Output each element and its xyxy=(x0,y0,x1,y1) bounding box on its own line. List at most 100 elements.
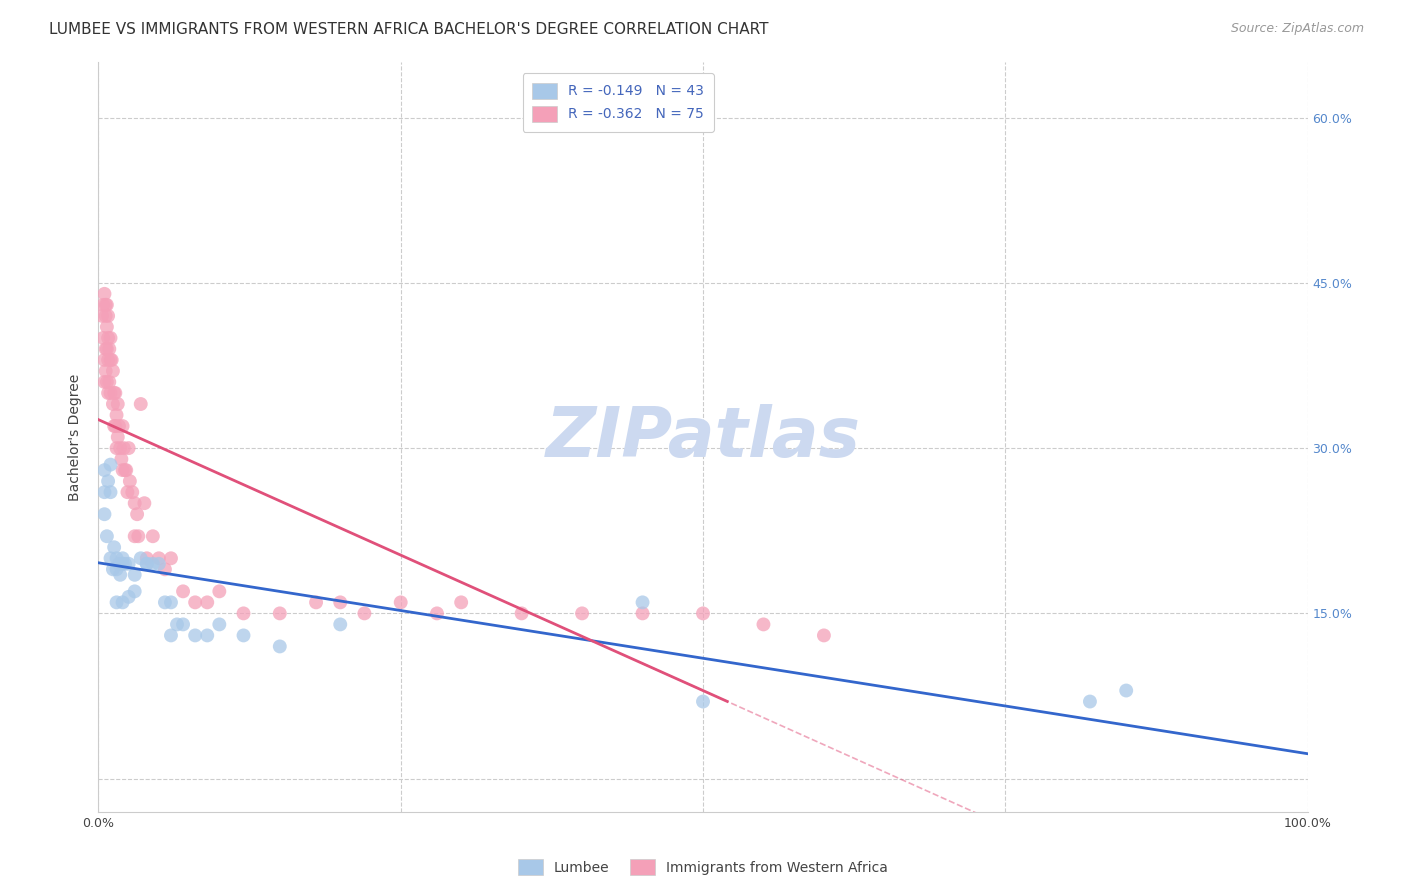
Point xyxy=(97,309,120,323)
Point xyxy=(105,551,128,566)
Point xyxy=(97,474,120,488)
Point xyxy=(100,386,122,401)
Point xyxy=(100,331,122,345)
Point xyxy=(97,386,120,401)
Point xyxy=(269,640,291,654)
Point xyxy=(96,298,118,312)
Point xyxy=(184,595,207,609)
Point xyxy=(96,342,118,356)
Point xyxy=(127,529,149,543)
Point xyxy=(692,694,714,708)
Text: LUMBEE VS IMMIGRANTS FROM WESTERN AFRICA BACHELOR'S DEGREE CORRELATION CHART: LUMBEE VS IMMIGRANTS FROM WESTERN AFRICA… xyxy=(49,22,769,37)
Point xyxy=(631,595,654,609)
Point xyxy=(96,319,118,334)
Point xyxy=(114,557,136,571)
Point xyxy=(94,298,117,312)
Point xyxy=(111,595,134,609)
Point xyxy=(153,562,176,576)
Point xyxy=(329,617,352,632)
Point xyxy=(353,607,375,621)
Point xyxy=(118,441,141,455)
Point xyxy=(94,342,117,356)
Text: ZIPatlas: ZIPatlas xyxy=(546,403,860,471)
Point xyxy=(135,551,157,566)
Point xyxy=(93,507,115,521)
Point xyxy=(111,557,134,571)
Point xyxy=(142,557,165,571)
Point xyxy=(114,463,136,477)
Point xyxy=(118,557,141,571)
Point xyxy=(108,441,131,455)
Point xyxy=(135,557,157,571)
Point xyxy=(91,309,114,323)
Point xyxy=(94,364,117,378)
Point xyxy=(96,529,118,543)
Point xyxy=(129,397,152,411)
Point xyxy=(104,419,127,434)
Point xyxy=(107,397,129,411)
Point xyxy=(98,375,121,389)
Point xyxy=(110,452,132,467)
Point xyxy=(100,353,122,368)
Point xyxy=(571,607,593,621)
Point xyxy=(111,551,134,566)
Point xyxy=(108,557,131,571)
Point xyxy=(93,463,115,477)
Point xyxy=(105,441,128,455)
Point xyxy=(105,562,128,576)
Legend: Lumbee, Immigrants from Western Africa: Lumbee, Immigrants from Western Africa xyxy=(512,854,894,880)
Point xyxy=(107,430,129,444)
Point xyxy=(208,584,231,599)
Point xyxy=(148,551,170,566)
Point xyxy=(195,628,218,642)
Point xyxy=(134,496,156,510)
Point xyxy=(108,567,131,582)
Point xyxy=(121,485,143,500)
Point xyxy=(93,286,115,301)
Point xyxy=(93,485,115,500)
Point xyxy=(172,584,194,599)
Point xyxy=(184,628,207,642)
Point xyxy=(103,419,125,434)
Point xyxy=(101,562,124,576)
Point xyxy=(118,590,141,604)
Point xyxy=(111,463,134,477)
Point xyxy=(111,419,134,434)
Legend: R = -0.149   N = 43, R = -0.362   N = 75: R = -0.149 N = 43, R = -0.362 N = 75 xyxy=(523,73,714,132)
Point xyxy=(135,557,157,571)
Point xyxy=(103,541,125,555)
Point xyxy=(112,441,135,455)
Point xyxy=(103,386,125,401)
Point xyxy=(752,617,775,632)
Point xyxy=(208,617,231,632)
Text: Source: ZipAtlas.com: Source: ZipAtlas.com xyxy=(1230,22,1364,36)
Point xyxy=(91,331,114,345)
Point xyxy=(97,331,120,345)
Point xyxy=(97,353,120,368)
Point xyxy=(153,595,176,609)
Point xyxy=(93,353,115,368)
Point xyxy=(329,595,352,609)
Point xyxy=(118,474,141,488)
Point xyxy=(98,342,121,356)
Point xyxy=(91,298,114,312)
Point xyxy=(510,607,533,621)
Point xyxy=(100,485,122,500)
Point xyxy=(692,607,714,621)
Point xyxy=(124,567,146,582)
Point xyxy=(124,496,146,510)
Point xyxy=(160,628,183,642)
Point xyxy=(160,551,183,566)
Point xyxy=(100,353,122,368)
Point xyxy=(105,595,128,609)
Point xyxy=(1078,694,1101,708)
Point xyxy=(101,364,124,378)
Point xyxy=(166,617,188,632)
Point xyxy=(94,309,117,323)
Point xyxy=(813,628,835,642)
Point xyxy=(96,375,118,389)
Point xyxy=(389,595,412,609)
Point xyxy=(450,595,472,609)
Point xyxy=(305,595,328,609)
Point xyxy=(129,551,152,566)
